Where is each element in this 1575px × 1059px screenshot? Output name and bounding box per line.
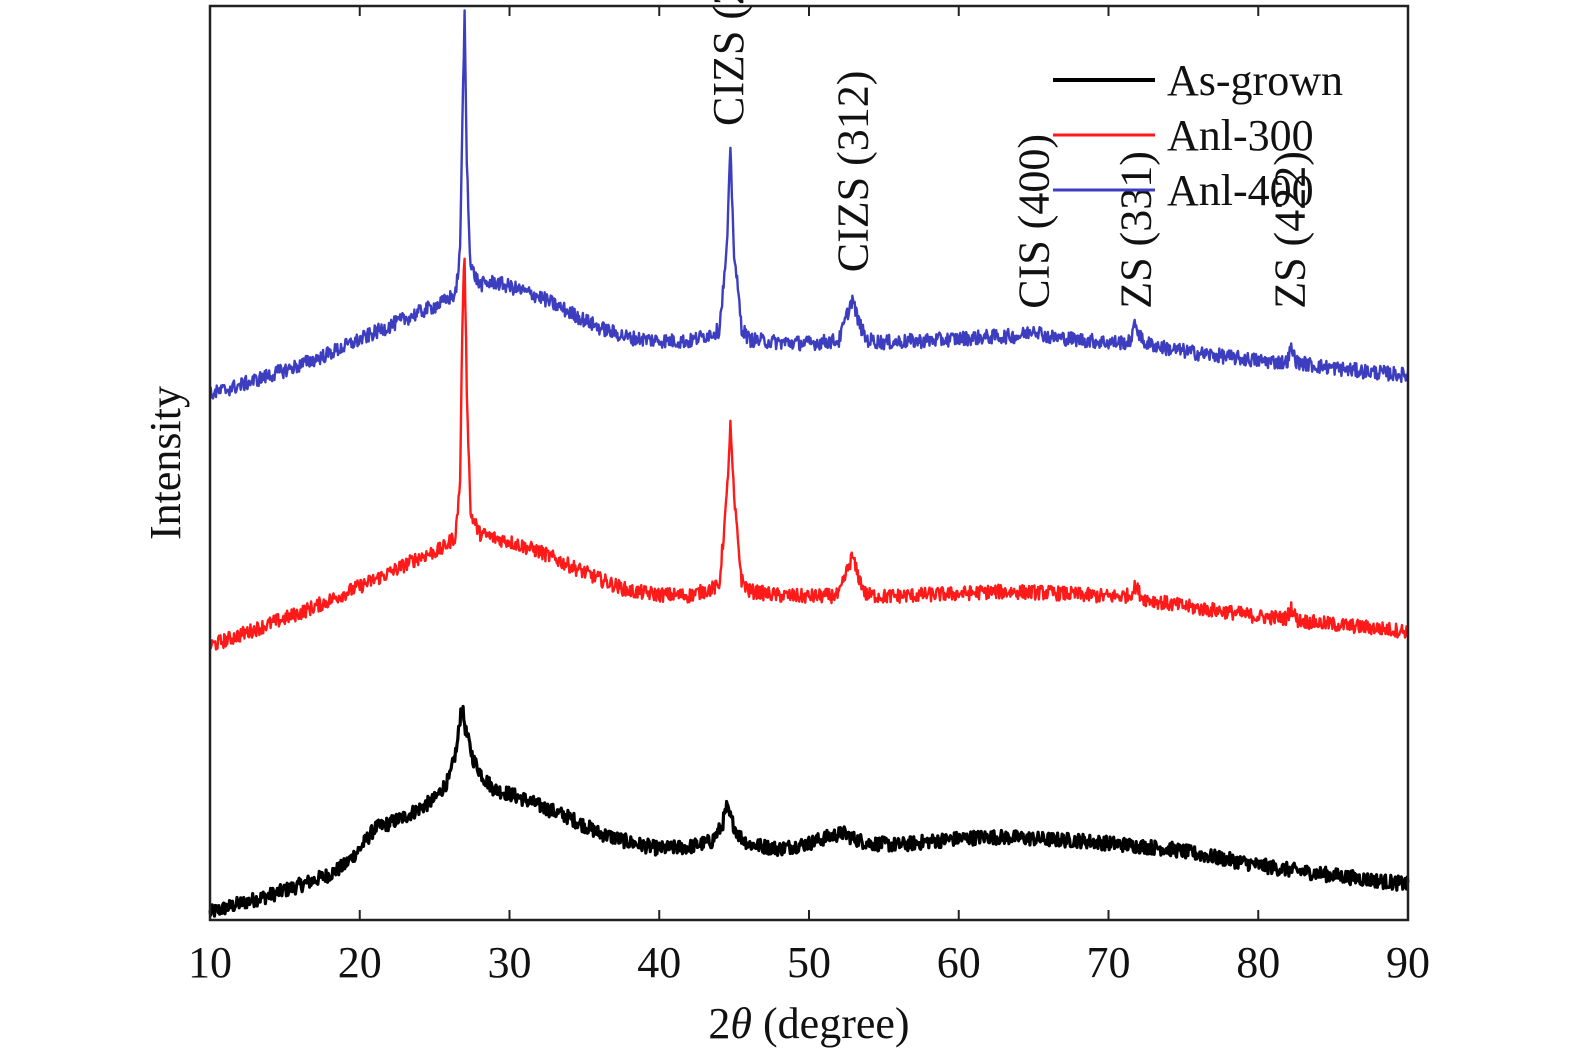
y-axis-label: Intensity [141,386,190,540]
x-tick-label: 80 [1236,938,1280,987]
peak-label: CIS (400) [1010,134,1059,309]
peak-label: ZS (331) [1112,151,1161,309]
x-tick-label: 30 [488,938,532,987]
peak-label: ZS (422) [1266,151,1315,309]
x-tick-label: 60 [937,938,981,987]
legend: As-grown Anl-300 Anl-400 [1053,56,1343,215]
peak-label: CIZS (312) [828,71,877,273]
series-line-anl-300 [208,257,1410,651]
x-tick-label: 90 [1386,938,1430,987]
x-axis-label: 2θ (degree) [708,999,909,1048]
x-tick-label: 10 [188,938,232,987]
x-tick-label: 40 [637,938,681,987]
x-tick-label: 70 [1087,938,1131,987]
series-line-anl-400 [208,9,1410,400]
x-tick-label: 20 [338,938,382,987]
peak-annotations: CIZS (112)CIZS (220)CIZS (312)CIS (400)Z… [704,0,1315,309]
legend-label: Anl-300 [1167,111,1314,160]
legend-label: Anl-400 [1167,166,1314,215]
series-layer [208,9,1410,918]
legend-label: As-grown [1167,56,1343,105]
peak-label: CIZS (220) [704,0,753,126]
x-ticks: 10 20 30 40 50 60 70 80 90 [188,6,1430,987]
x-tick-label: 50 [787,938,831,987]
series-line-as-grown [208,704,1410,918]
